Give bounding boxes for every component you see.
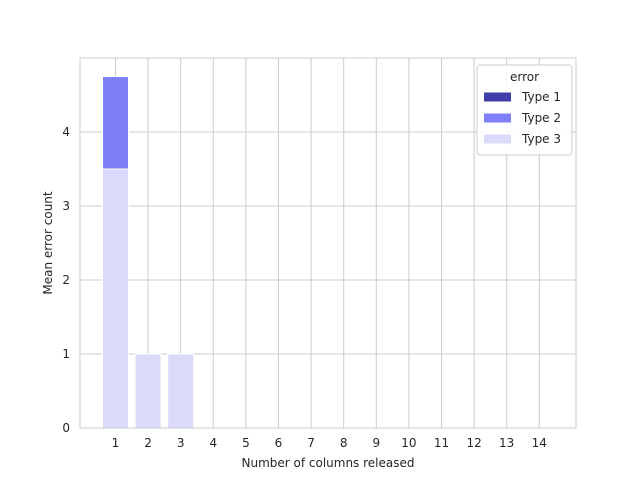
x-tick-label: 10 bbox=[401, 436, 416, 450]
legend-label: Type 3 bbox=[521, 132, 561, 146]
x-tick-label: 12 bbox=[466, 436, 481, 450]
y-tick-label: 0 bbox=[62, 421, 70, 435]
legend-swatch bbox=[484, 92, 511, 102]
y-tick-label: 2 bbox=[62, 273, 70, 287]
x-tick-label: 7 bbox=[307, 436, 315, 450]
x-tick-label: 2 bbox=[144, 436, 152, 450]
legend-label: Type 2 bbox=[521, 111, 561, 125]
x-tick-label: 8 bbox=[340, 436, 348, 450]
bars bbox=[102, 76, 195, 429]
plot-frame bbox=[79, 57, 577, 429]
x-tick-label: 9 bbox=[372, 436, 380, 450]
y-tick-labels: 0 1 2 3 4 bbox=[62, 125, 70, 435]
y-axis-label: Mean error count bbox=[41, 191, 55, 295]
x-tick-label: 14 bbox=[532, 436, 547, 450]
bar-type-2 bbox=[102, 76, 129, 170]
x-tick-label: 5 bbox=[242, 436, 250, 450]
legend-title: error bbox=[510, 70, 539, 84]
legend-entries: Type 1 Type 2 Type 3 bbox=[484, 90, 561, 146]
legend-swatch bbox=[484, 134, 511, 144]
y-tick-label: 3 bbox=[62, 199, 70, 213]
x-tick-label: 11 bbox=[434, 436, 449, 450]
bar-type-3 bbox=[134, 353, 162, 429]
x-tick-label: 4 bbox=[209, 436, 217, 450]
legend-label: Type 1 bbox=[521, 90, 561, 104]
legend-swatch bbox=[484, 113, 511, 123]
legend: error Type 1 Type 2 Type 3 bbox=[476, 64, 573, 156]
y-tick-label: 1 bbox=[62, 347, 70, 361]
x-axis-label: Number of columns released bbox=[241, 456, 414, 470]
x-tick-label: 13 bbox=[499, 436, 514, 450]
x-tick-label: 3 bbox=[177, 436, 185, 450]
bar-type-3 bbox=[102, 168, 129, 429]
bar-type-3 bbox=[167, 353, 195, 429]
y-tick-label: 4 bbox=[62, 125, 70, 139]
legend-box bbox=[476, 64, 573, 156]
x-tick-label: 6 bbox=[275, 436, 283, 450]
x-tick-labels: 1 2 3 4 5 6 7 8 9 10 11 12 13 14 bbox=[112, 436, 547, 450]
x-tick-label: 1 bbox=[112, 436, 120, 450]
grid-lines bbox=[80, 58, 576, 429]
